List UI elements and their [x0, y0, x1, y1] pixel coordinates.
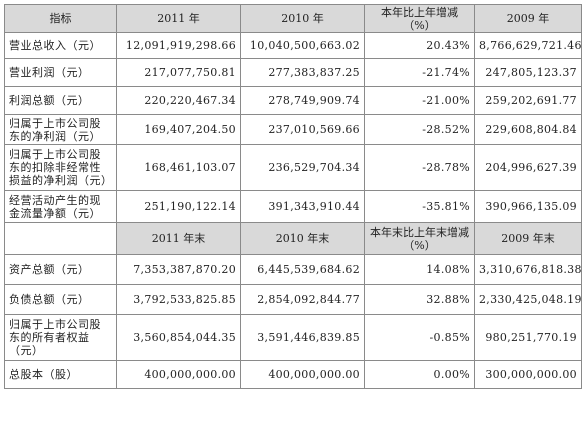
row-label: 利润总额（元）: [4, 86, 117, 115]
value-2011: 169,407,204.50: [116, 114, 241, 145]
value-2010: 400,000,000.00: [240, 360, 365, 389]
value-2009: 8,766,629,721.46: [474, 32, 582, 59]
header-row: 指标 2011 年 2010 年 本年比上年增减（%） 2009 年: [4, 4, 582, 33]
value-change: 14.08%: [364, 254, 475, 285]
financial-summary: 指标 2011 年 2010 年 本年比上年增减（%） 2009 年 营业总收入…: [4, 4, 582, 389]
value-change: 32.88%: [364, 284, 475, 315]
row-label: 资产总额（元）: [4, 254, 117, 285]
table-row: 资产总额（元） 7,353,387,870.20 6,445,539,684.6…: [4, 254, 582, 285]
table-row: 营业利润（元） 217,077,750.81 277,383,837.25 -2…: [4, 58, 582, 87]
value-2010: 3,591,446,839.85: [240, 314, 365, 361]
value-change: 20.43%: [364, 32, 475, 59]
value-change: -0.85%: [364, 314, 475, 361]
value-change: -35.81%: [364, 190, 475, 223]
value-change: -21.74%: [364, 58, 475, 87]
table-row: 营业总收入（元） 12,091,919,298.66 10,040,500,66…: [4, 32, 582, 59]
value-2010: 277,383,837.25: [240, 58, 365, 87]
value-2009: 300,000,000.00: [474, 360, 582, 389]
header-2009: 2009 年: [474, 4, 582, 33]
value-2011: 7,353,387,870.20: [116, 254, 241, 285]
value-change: -28.78%: [364, 144, 475, 191]
row-label: 经营活动产生的现金流量净额（元）: [4, 190, 117, 223]
header-change: 本年比上年增减（%）: [364, 4, 475, 33]
row-label: 归属于上市公司股东的所有者权益（元）: [4, 314, 117, 361]
header-2011-end: 2011 年末: [116, 222, 241, 255]
value-2011: 220,220,467.34: [116, 86, 241, 115]
financial-table: 指标 2011 年 2010 年 本年比上年增减（%） 2009 年 营业总收入…: [4, 4, 582, 389]
value-2010: 391,343,910.44: [240, 190, 365, 223]
value-2011: 12,091,919,298.66: [116, 32, 241, 59]
value-2009: 390,966,135.09: [474, 190, 582, 223]
value-2011: 3,792,533,825.85: [116, 284, 241, 315]
header-2009-end: 2009 年末: [474, 222, 582, 255]
table-row: 归属于上市公司股东的扣除非经常性损益的净利润（元） 168,461,103.07…: [4, 144, 582, 191]
value-2010: 236,529,704.34: [240, 144, 365, 191]
value-2009: 259,202,691.77: [474, 86, 582, 115]
value-2009: 204,996,627.39: [474, 144, 582, 191]
header-2010: 2010 年: [240, 4, 365, 33]
value-2011: 168,461,103.07: [116, 144, 241, 191]
value-change: -21.00%: [364, 86, 475, 115]
value-2009: 3,310,676,818.38: [474, 254, 582, 285]
row-label: 营业总收入（元）: [4, 32, 117, 59]
row-label: 总股本（股）: [4, 360, 117, 389]
value-change: 0.00%: [364, 360, 475, 389]
value-2010: 278,749,909.74: [240, 86, 365, 115]
table-row: 经营活动产生的现金流量净额（元） 251,190,122.14 391,343,…: [4, 190, 582, 223]
table-row: 归属于上市公司股东的净利润（元） 169,407,204.50 237,010,…: [4, 114, 582, 145]
value-2011: 400,000,000.00: [116, 360, 241, 389]
table-row: 利润总额（元） 220,220,467.34 278,749,909.74 -2…: [4, 86, 582, 115]
value-2009: 247,805,123.37: [474, 58, 582, 87]
value-2010: 2,854,092,844.77: [240, 284, 365, 315]
value-2011: 217,077,750.81: [116, 58, 241, 87]
header-2010-end: 2010 年末: [240, 222, 365, 255]
value-2010: 10,040,500,663.02: [240, 32, 365, 59]
value-change: -28.52%: [364, 114, 475, 145]
row-label: 归属于上市公司股东的扣除非经常性损益的净利润（元）: [4, 144, 117, 191]
row-label: 归属于上市公司股东的净利润（元）: [4, 114, 117, 145]
header-blank: [4, 222, 117, 255]
header-row-2: 2011 年末 2010 年末 本年末比上年末增减（%） 2009 年末: [4, 222, 582, 255]
header-2011: 2011 年: [116, 4, 241, 33]
row-label: 负债总额（元）: [4, 284, 117, 315]
table-row: 归属于上市公司股东的所有者权益（元） 3,560,854,044.35 3,59…: [4, 314, 582, 361]
table-row: 负债总额（元） 3,792,533,825.85 2,854,092,844.7…: [4, 284, 582, 315]
header-indicator: 指标: [4, 4, 117, 33]
value-2011: 3,560,854,044.35: [116, 314, 241, 361]
table-row: 总股本（股） 400,000,000.00 400,000,000.00 0.0…: [4, 360, 582, 389]
value-2010: 6,445,539,684.62: [240, 254, 365, 285]
value-2010: 237,010,569.66: [240, 114, 365, 145]
header-change-end: 本年末比上年末增减（%）: [364, 222, 475, 255]
row-label: 营业利润（元）: [4, 58, 117, 87]
value-2009: 2,330,425,048.19: [474, 284, 582, 315]
value-2009: 980,251,770.19: [474, 314, 582, 361]
value-2011: 251,190,122.14: [116, 190, 241, 223]
value-2009: 229,608,804.84: [474, 114, 582, 145]
